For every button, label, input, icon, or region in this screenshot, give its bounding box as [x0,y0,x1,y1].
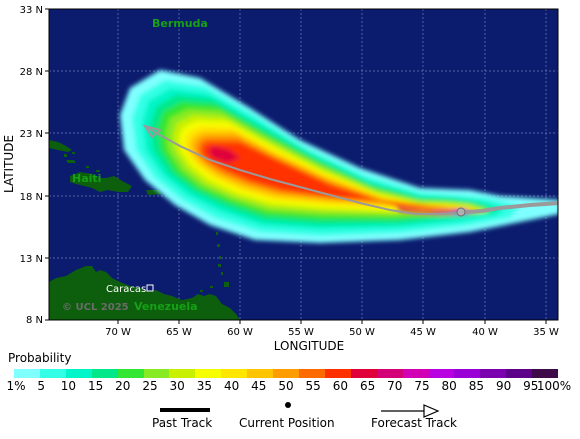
legend-swatch [506,369,533,378]
lat-label-28n: 28 N [20,67,43,78]
map-frame [48,8,559,321]
copyright-label: © UCL 2025 [62,302,129,313]
x-axis-title: LONGITUDE [274,339,344,353]
caracas-marker [146,284,154,292]
lon-label-40w: 40 W [472,327,498,338]
legend-swatch [298,369,325,378]
legend-swatch [273,369,299,378]
legend-swatch [65,369,92,378]
legend-tick-label: 35 [196,379,213,393]
legend-swatch [117,369,144,378]
legend-swatch [195,369,222,378]
legend-tick-label: 70 [387,379,403,393]
south-america-land [49,266,240,320]
lat-label-23n: 23 N [20,129,43,140]
legend-swatch [221,369,248,378]
legend-tick-label: 10 [60,379,77,393]
legend-title: Probability [8,351,72,365]
probability-swath [120,70,558,243]
legend-tick-label: 85 [468,379,485,393]
legend-swatch [247,369,274,378]
legend-swatch [324,369,351,378]
jamaica-land [66,160,76,163]
legend-swatch [454,369,481,378]
legend-tick-label: 75 [414,379,430,393]
lat-label-13n: 13 N [20,254,43,265]
legend-swatch [532,369,559,378]
legend-tick-label: 20 [115,379,131,393]
y-axis-title: LATITUDE [2,135,16,193]
forecast-track-line [147,127,467,215]
legend-swatch [428,369,455,378]
legend-tick-label: 55 [305,379,321,393]
legend-tick-label: 65 [359,379,376,393]
lat-label-18n: 18 N [20,192,43,203]
legend-tick-label: 5 [37,379,46,393]
legend-swatch [350,369,377,378]
current-position-key-symbol [285,402,291,408]
haiti-label: Haiti [72,172,101,185]
legend-swatch [91,369,118,378]
cuba-land [49,140,72,152]
lon-label-35w: 35 W [533,327,559,338]
legend-tick-label: 45 [251,379,267,393]
lon-label-55w: 55 W [288,327,314,338]
legend-tick-label: 90 [495,379,512,393]
forecast-track-key-label: Forecast Track [371,416,457,430]
legend-swatch [376,369,403,378]
legend-tick-label: 60 [332,379,349,393]
legend-tick-label: 80 [441,379,457,393]
legend-swatch [480,369,507,378]
past-track-line [466,201,558,214]
legend-tick-label: 25 [142,379,158,393]
lat-label-33n: 33 N [20,5,43,16]
lat-label-8n: 8 N [26,315,43,326]
caracas-label: Caracas [106,284,146,295]
current-position-key-label: Current Position [239,416,335,430]
lon-label-70w: 70 W [105,327,131,338]
lon-label-50w: 50 W [349,327,375,338]
venezuela-label: Venezuela [134,300,198,313]
forecast-track-key-arrowhead [423,404,440,418]
axis-ticks [45,8,547,324]
legend-tick-label: 1% [6,379,26,393]
past-track-key-label: Past Track [152,416,213,430]
legend-tick-label: 95 [523,379,539,393]
legend-swatch [402,369,429,378]
hispaniola-land [70,172,132,192]
lon-label-65w: 65 W [166,327,192,338]
bahamas-land [64,152,100,172]
current-position-marker [456,207,466,217]
legend-swatch [14,369,40,378]
legend-swatch [169,369,196,378]
legend-swatch [143,369,170,378]
legend-tick-label: 50 [278,379,294,393]
legend-tick-label: 15 [87,379,104,393]
legend-swatch [39,369,66,378]
probability-color-scale [14,369,559,378]
legend-tick-label: 100% [536,379,572,393]
bermuda-label: Bermuda [152,17,208,30]
puerto-rico-land [146,190,162,195]
lon-label-45w: 45 W [410,327,436,338]
legend-tick-label: 30 [169,379,185,393]
legend-tick-label: 40 [223,379,240,393]
lon-label-60w: 60 W [227,327,253,338]
forecast-arrowhead [142,124,163,139]
probability-tick-labels: 1% 5 10 15 20 25 30 35 40 45 50 55 60 65 70 75 80 85 90 95 1… [0,379,580,395]
